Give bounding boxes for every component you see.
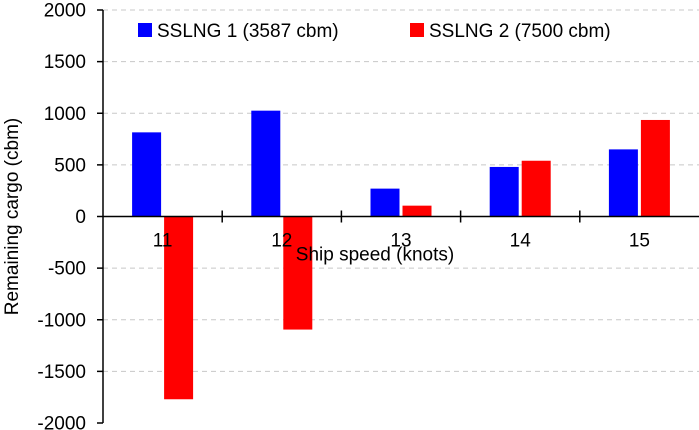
bar-series-2-14 (521, 160, 551, 217)
x-tick-label: 11 (153, 231, 173, 252)
y-tick-label: -2000 (37, 414, 86, 430)
bar-series-1-14 (489, 166, 519, 217)
bars (132, 110, 670, 400)
x-axis-title: Ship speed (knots) (296, 245, 454, 266)
bar-series-2-15 (640, 119, 670, 217)
legend: SSLNG 1 (3587 cbm) SSLNG 2 (7500 cbm) (138, 21, 611, 42)
y-tick-label: 2000 (44, 1, 86, 22)
bar-series-2-13 (402, 205, 432, 217)
bar-series-1-11 (132, 132, 162, 217)
x-tick-label: 14 (510, 231, 532, 252)
axes (97, 9, 699, 424)
y-tick-labels: 2000 1500 1000 500 0 -500 -1000 -1500 -2000 (37, 1, 86, 430)
x-tick-label: 13 (390, 231, 411, 252)
y-tick-label: -500 (48, 259, 86, 280)
y-tick-label: 1000 (44, 104, 86, 125)
bar-series-1-15 (608, 149, 638, 217)
bar-series-2-11 (164, 216, 194, 400)
y-tick-label: -1500 (37, 362, 86, 383)
x-tick-labels: 11 12 13 14 15 (153, 231, 650, 252)
y-tick-label: -1000 (37, 310, 86, 331)
bar-series-2-12 (283, 216, 313, 330)
y-axis-title: Remaining cargo (cbm) (2, 118, 23, 315)
y-tick-label: 1500 (44, 52, 86, 73)
x-tick-label: 15 (629, 231, 650, 252)
legend-label: SSLNG 1 (3587 cbm) (157, 21, 339, 42)
bar-series-1-13 (370, 188, 400, 217)
legend-label: SSLNG 2 (7500 cbm) (429, 21, 611, 42)
gridlines (103, 9, 699, 372)
y-tick-label: 0 (75, 207, 86, 228)
y-tick-label: 500 (54, 155, 86, 176)
legend-swatch (138, 23, 152, 37)
x-tick-label: 12 (271, 231, 292, 252)
bar-series-1-12 (251, 110, 281, 217)
legend-swatch (410, 23, 424, 37)
